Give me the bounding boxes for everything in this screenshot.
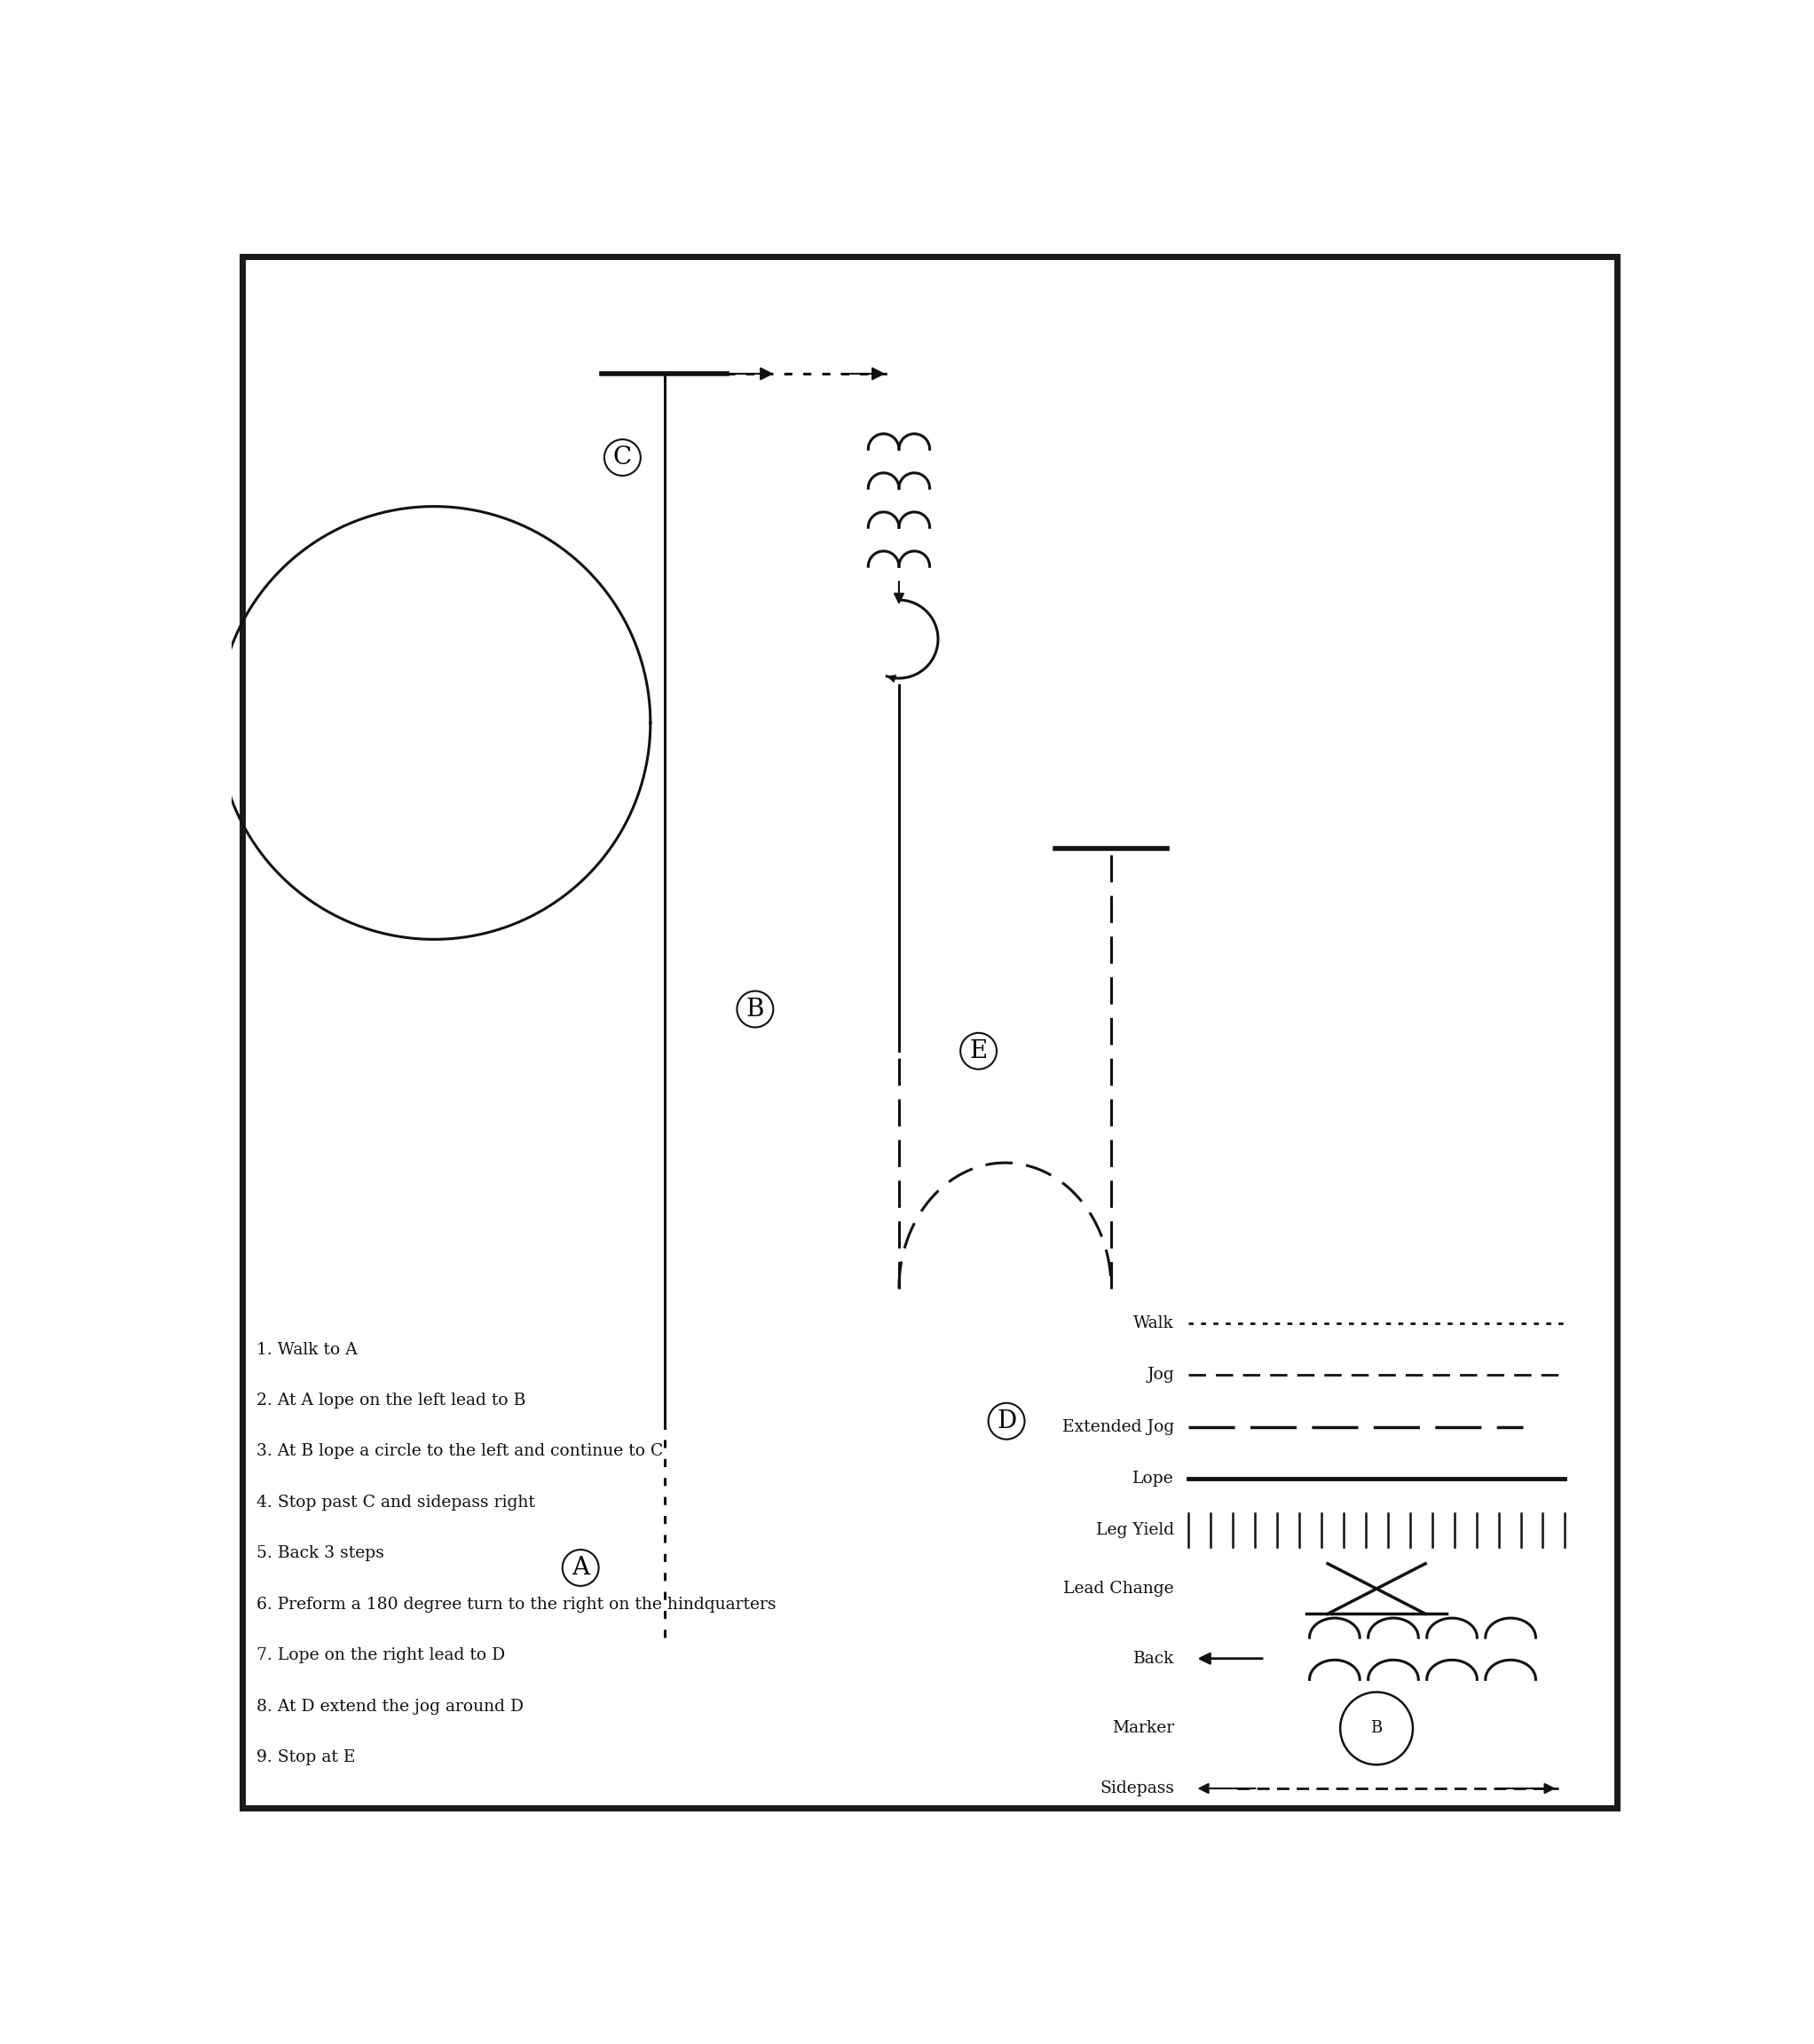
Text: B: B xyxy=(746,997,764,1022)
Text: Marker: Marker xyxy=(1112,1721,1174,1735)
Text: E: E xyxy=(969,1038,987,1063)
Text: Jog: Jog xyxy=(1146,1367,1174,1384)
Text: Back: Back xyxy=(1134,1652,1174,1666)
Text: 6. Preform a 180 degree turn to the right on the hindquarters: 6. Preform a 180 degree turn to the righ… xyxy=(256,1596,776,1613)
Text: 4. Stop past C and sidepass right: 4. Stop past C and sidepass right xyxy=(256,1494,535,1511)
Text: 3. At B lope a circle to the left and continue to C: 3. At B lope a circle to the left and co… xyxy=(256,1443,664,1459)
Text: B: B xyxy=(1371,1721,1382,1735)
Text: Sidepass: Sidepass xyxy=(1099,1780,1174,1797)
Text: Walk: Walk xyxy=(1134,1316,1174,1331)
Text: Extended Jog: Extended Jog xyxy=(1061,1419,1174,1435)
Text: 1. Walk to A: 1. Walk to A xyxy=(256,1341,357,1357)
Text: A: A xyxy=(571,1555,590,1580)
Text: Leg Yield: Leg Yield xyxy=(1096,1523,1174,1537)
Text: Lead Change: Lead Change xyxy=(1063,1580,1174,1596)
Text: 5. Back 3 steps: 5. Back 3 steps xyxy=(256,1545,385,1562)
Text: C: C xyxy=(613,446,631,470)
Text: 2. At A lope on the left lead to B: 2. At A lope on the left lead to B xyxy=(256,1392,526,1408)
Text: 7. Lope on the right lead to D: 7. Lope on the right lead to D xyxy=(256,1647,506,1664)
Text: Lope: Lope xyxy=(1132,1470,1174,1486)
Text: 8. At D extend the jog around D: 8. At D extend the jog around D xyxy=(256,1699,524,1715)
Text: D: D xyxy=(996,1408,1016,1433)
Text: 9. Stop at E: 9. Stop at E xyxy=(256,1750,356,1766)
